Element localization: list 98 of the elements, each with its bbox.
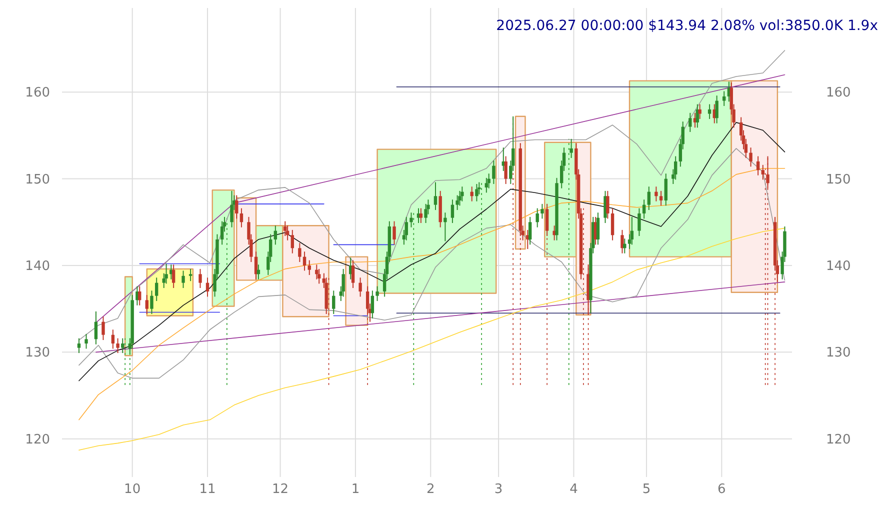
x-tick-label: 1	[351, 482, 360, 497]
candlestick	[220, 220, 224, 246]
text: 2025.06.27 00:00:00 $143.94 2.08% vol:3850.0K 1.9x	[496, 18, 878, 34]
y2-tick-label: 160	[826, 86, 851, 101]
candlestick	[638, 208, 641, 236]
y-tick-label: 130	[25, 346, 50, 361]
y-tick-label: 140	[25, 259, 50, 274]
candlestick	[164, 263, 168, 284]
candlestick	[376, 286, 379, 302]
candlestick	[664, 173, 668, 206]
candlestick	[596, 212, 600, 246]
candlestick	[536, 208, 539, 228]
candlestick	[198, 268, 202, 289]
candlestick	[138, 286, 142, 306]
candlestick	[188, 268, 192, 282]
candlestick	[647, 186, 651, 210]
candlestick	[274, 225, 278, 246]
candlestick	[284, 220, 287, 236]
candlestick	[332, 290, 336, 315]
x-tick-label: 11	[199, 482, 216, 497]
candlestick	[404, 216, 408, 241]
x-tick-label: 3	[494, 482, 503, 497]
candlestick	[240, 208, 244, 228]
candlestick	[145, 294, 148, 315]
candlestick	[342, 268, 345, 298]
candlestick	[722, 90, 726, 106]
candlestick	[392, 220, 396, 246]
candlestick	[172, 264, 176, 289]
candlestick	[456, 194, 459, 210]
candlestick	[298, 242, 302, 263]
candlestick	[545, 203, 549, 236]
candlestick	[528, 216, 532, 246]
x-tick-label: 6	[718, 482, 726, 497]
y2-tick-label: 120	[826, 432, 851, 448]
candlestick	[370, 290, 374, 319]
x-tick-label: 2	[426, 482, 435, 497]
candlestick	[715, 95, 718, 124]
y2-tick-label: 130	[826, 346, 851, 361]
candlestick	[460, 186, 464, 202]
candlestick	[756, 156, 760, 176]
candlestick	[450, 199, 454, 224]
candlestick	[458, 190, 462, 206]
candlestick	[111, 329, 115, 350]
candlestick	[77, 338, 81, 354]
candlestick	[84, 333, 88, 350]
y2-tick-label: 150	[826, 172, 851, 188]
candlestick	[235, 194, 238, 220]
candlestick	[570, 138, 573, 158]
candlestick	[659, 190, 663, 206]
candlestick	[674, 156, 678, 180]
candlestick	[206, 277, 210, 298]
candlestick	[487, 173, 490, 189]
candlestick	[620, 229, 624, 254]
candlestick	[434, 182, 438, 210]
candlestick	[630, 216, 634, 246]
y-tick-label: 120	[25, 432, 50, 448]
candlestick	[642, 199, 646, 220]
candlestick	[492, 160, 496, 184]
candlestick	[351, 260, 355, 289]
candlestick	[475, 183, 478, 202]
candlestick	[315, 264, 318, 280]
candlestick	[540, 203, 544, 220]
line-series	[78, 168, 786, 420]
candlestick	[121, 338, 124, 354]
x-tick-label: 12	[272, 482, 289, 497]
candlestick	[116, 338, 120, 354]
y-tick-label: 160	[25, 86, 50, 101]
candlestick	[708, 104, 712, 120]
candlestick	[504, 156, 508, 184]
candlestick	[94, 310, 98, 345]
y-tick-label: 150	[25, 172, 50, 188]
candlestick	[410, 212, 413, 228]
candlestick	[698, 104, 702, 120]
candlestick	[308, 260, 311, 276]
candlestick	[606, 190, 610, 220]
candlestick	[150, 290, 154, 315]
candlestick	[358, 277, 362, 298]
candlestick	[424, 203, 428, 224]
candlestick	[749, 147, 752, 168]
x-tick-label: 4	[570, 482, 578, 497]
x-tick-label: 5	[642, 482, 651, 497]
candlestick	[182, 270, 185, 289]
candlestick	[230, 190, 234, 228]
y2-tick-label: 140	[826, 259, 851, 274]
candlestick	[610, 208, 614, 241]
candlestick	[484, 177, 488, 194]
candlestick	[654, 186, 658, 202]
line-series	[78, 50, 786, 340]
line-series	[78, 228, 786, 451]
x-tick-label: 10	[124, 482, 141, 497]
candlestick	[317, 268, 321, 284]
candlestick	[688, 112, 692, 132]
candlestick	[623, 238, 626, 254]
candlestick	[102, 316, 105, 341]
candlestick	[302, 251, 306, 272]
candlestick	[290, 229, 294, 254]
candlestick	[154, 277, 158, 302]
candlestick	[444, 212, 447, 242]
